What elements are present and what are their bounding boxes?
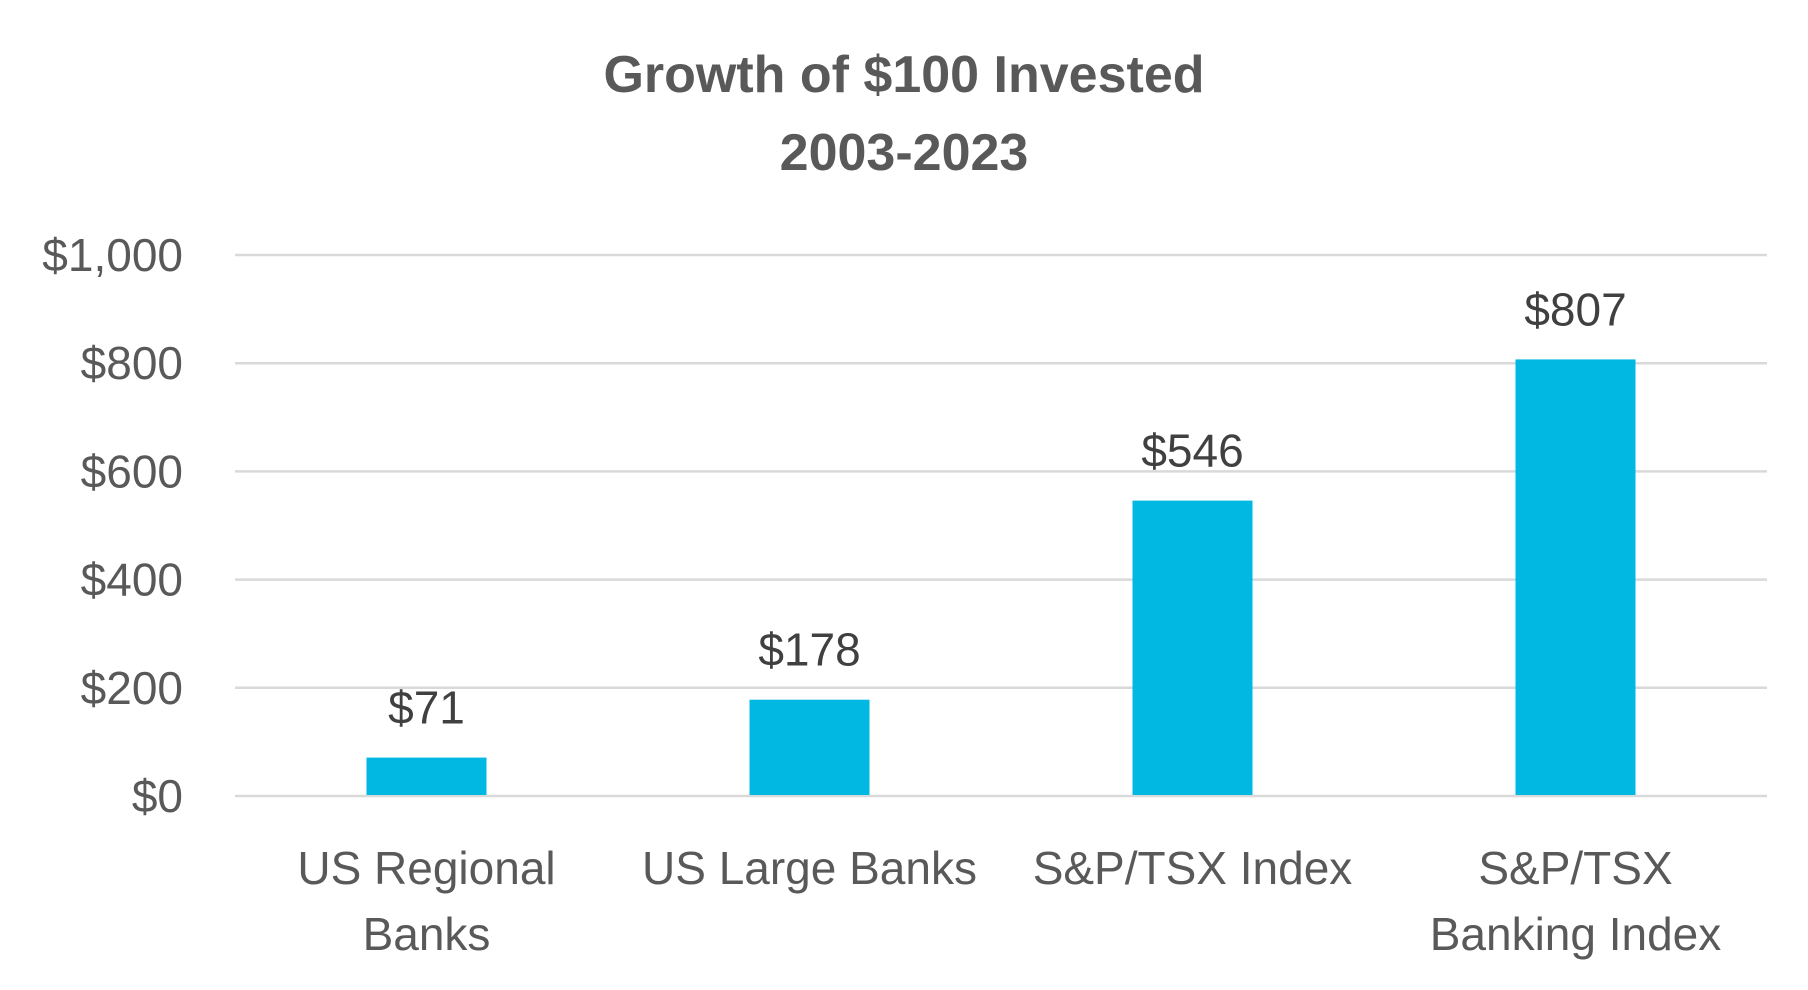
data-label: $178 [758, 624, 860, 676]
data-label: $71 [388, 682, 465, 734]
bar [1515, 359, 1636, 795]
x-category-label: Banking Index [1430, 908, 1722, 960]
y-tick-label: $0 [132, 770, 183, 822]
y-tick-label: $800 [81, 337, 183, 389]
chart-title-line-1: Growth of $100 Invested [603, 46, 1205, 104]
x-category-label: S&P/TSX [1478, 842, 1672, 894]
y-tick-label: $600 [81, 445, 183, 497]
bar [749, 699, 870, 795]
x-category-label: US Regional [297, 842, 555, 894]
x-category-label: Banks [363, 908, 491, 960]
y-tick-label: $400 [81, 554, 183, 606]
data-label: $807 [1524, 283, 1626, 335]
bar [1132, 500, 1253, 795]
chart-title-line-2: 2003-2023 [779, 124, 1029, 182]
y-tick-label: $1,000 [42, 229, 183, 281]
x-category-label: US Large Banks [642, 842, 977, 894]
y-tick-label: $200 [81, 662, 183, 714]
x-category-label: S&P/TSX Index [1033, 842, 1353, 894]
data-label: $546 [1141, 425, 1243, 477]
bar [366, 757, 487, 795]
